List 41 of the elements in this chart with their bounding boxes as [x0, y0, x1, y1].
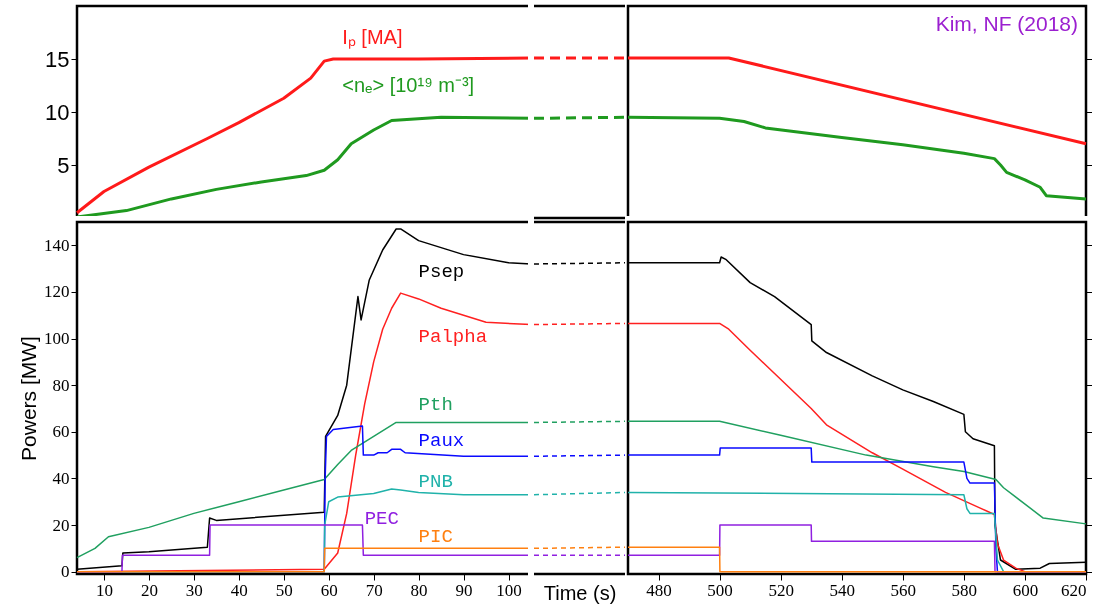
x-tick-label: 80	[410, 580, 428, 600]
y-tick-label: 80	[52, 375, 70, 395]
x-tick-label: 90	[455, 580, 473, 600]
y-tick-label: 15	[45, 46, 70, 72]
y-tick-label: 120	[44, 282, 70, 302]
x-tick-label: 560	[890, 580, 917, 600]
series-label: Iₚ [MA]	[342, 25, 403, 49]
y-tick-label: 40	[52, 468, 70, 488]
x-tick-label: 50	[275, 580, 293, 600]
series-label: PEC	[364, 508, 399, 531]
x-tick-label: 520	[768, 580, 794, 600]
x-tick-label: 500	[707, 580, 733, 600]
x-tick-label: 30	[185, 580, 203, 600]
series-label: Pth	[418, 393, 453, 416]
y-tick-label: 140	[44, 235, 70, 255]
x-tick-label: 620	[1061, 580, 1087, 600]
x-tick-label: 480	[646, 580, 672, 600]
x-tick-label: 10	[95, 580, 113, 600]
series-label: Palpha	[418, 326, 488, 349]
annotation: Kim, NF (2018)	[935, 12, 1078, 35]
x-tick-label: 540	[829, 580, 855, 600]
y-tick-label: 20	[52, 515, 70, 535]
y-axis-title: Powers [MW]	[17, 336, 40, 461]
series-label: PNB	[418, 470, 453, 493]
x-tick-label: 60	[320, 580, 338, 600]
x-tick-label: 580	[951, 580, 978, 600]
series-label: Paux	[418, 429, 465, 452]
y-tick-label: 60	[52, 422, 70, 442]
x-tick-label: 100	[496, 580, 522, 600]
series-label: <nₑ> [10¹⁹ m⁻³]	[342, 73, 475, 96]
series-label: Psep	[418, 260, 465, 283]
y-tick-label: 100	[44, 329, 70, 349]
y-tick-label: 5	[57, 152, 70, 178]
x-tick-label: 70	[365, 580, 383, 600]
y-tick-label: 0	[61, 562, 70, 582]
x-tick-label: 600	[1012, 580, 1039, 600]
series-label: PIC	[418, 526, 453, 548]
x-tick-label: 40	[230, 580, 248, 600]
x-axis-title: Time (s)	[543, 581, 617, 604]
y-tick-label: 10	[45, 99, 70, 125]
x-tick-label: 20	[140, 580, 158, 600]
